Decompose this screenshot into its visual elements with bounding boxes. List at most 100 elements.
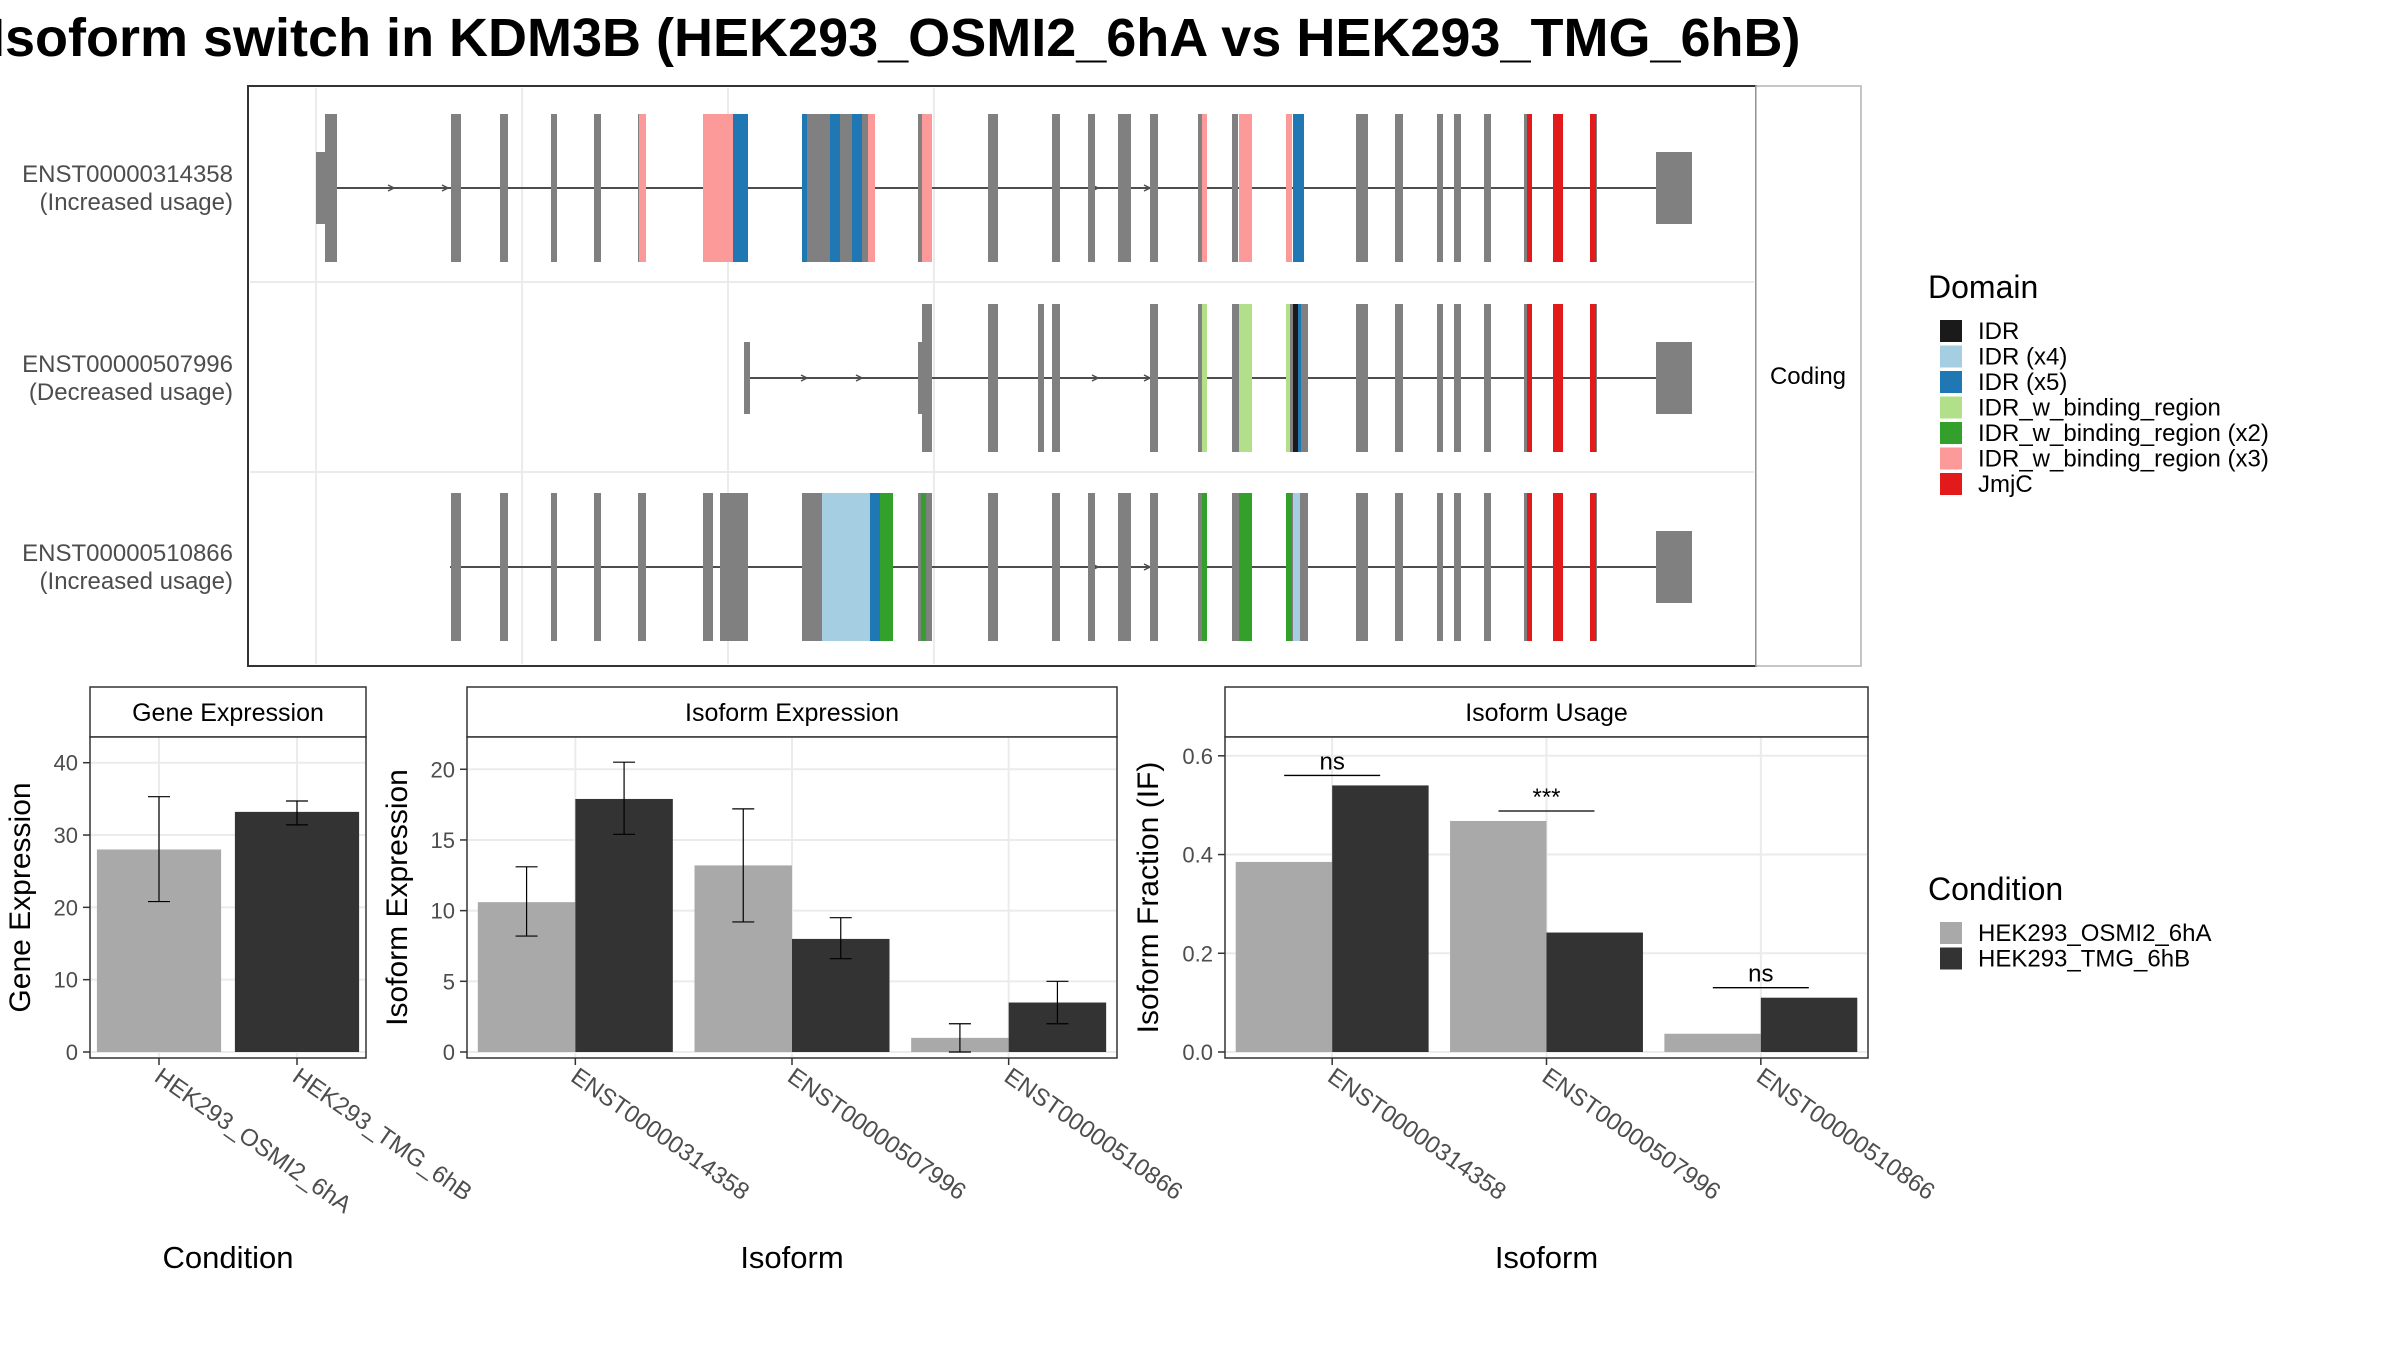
- y-axis-title: Gene Expression: [4, 782, 37, 1012]
- coding-exon: [988, 114, 998, 262]
- coding-exon: [1150, 114, 1158, 262]
- coding-exon: [1052, 493, 1060, 641]
- coding-exon: [500, 114, 508, 262]
- domain-legend-label: IDR: [1978, 318, 2019, 345]
- y-tick-label: 20: [431, 757, 455, 782]
- facet-strip: [466, 686, 1118, 738]
- transcript-id-label: ENST00000510866: [22, 540, 233, 567]
- coding-exon: [1198, 304, 1205, 452]
- utr-exon: [802, 531, 812, 603]
- domain-segment: [880, 493, 893, 641]
- bar: [1664, 1033, 1761, 1052]
- domain-legend-key: [1940, 345, 1962, 368]
- noncoding-exon: [703, 531, 713, 603]
- y-tick-label: 5: [443, 969, 455, 994]
- transcript-id-label: ENST00000507996: [22, 351, 233, 378]
- noncoding-exon: [720, 531, 748, 603]
- coding-exon: [1118, 114, 1131, 262]
- utr3-exon: [1656, 152, 1692, 224]
- domain-segment: [1293, 114, 1304, 262]
- coding-exon: [1395, 114, 1403, 262]
- chart-title: Isoform Expression: [685, 699, 899, 727]
- y-axis-title: Isoform Expression: [381, 769, 414, 1026]
- coding-exon: [1088, 493, 1095, 641]
- y-tick-label: 30: [54, 823, 78, 848]
- utr3-exon: [1656, 342, 1692, 414]
- domain-segment: [1202, 114, 1207, 262]
- transcript-usage-label: (Increased usage): [40, 568, 233, 595]
- coding-exon: [1232, 114, 1238, 262]
- coding-exon: [1038, 304, 1044, 452]
- domain-legend-key: [1940, 422, 1962, 444]
- coding-exon: [1088, 114, 1095, 262]
- coding-exon: [325, 114, 337, 262]
- domain-segment: [1239, 304, 1252, 452]
- utr-exon: [918, 342, 932, 414]
- y-tick-label: 0: [66, 1040, 78, 1065]
- utr3-exon: [1656, 531, 1692, 603]
- x-tick-label: ENST00000314358: [566, 1063, 754, 1206]
- domain-segment: [1293, 304, 1298, 452]
- coding-exon: [1052, 304, 1060, 452]
- domain-segment: [1286, 114, 1292, 262]
- transcript-usage-label: (Increased usage): [40, 189, 233, 216]
- coding-exon: [451, 114, 461, 262]
- domain-legend-label: IDR_w_binding_region (x3): [1978, 446, 2269, 473]
- noncoding-exon: [551, 531, 557, 603]
- y-axis-title: Isoform Fraction (IF): [1132, 762, 1165, 1034]
- domain-segment: [1590, 114, 1596, 262]
- domain-segment: [868, 114, 875, 262]
- domain-segment: [1293, 493, 1300, 641]
- x-tick-label: ENST00000510866: [999, 1063, 1187, 1206]
- domain-segment: [1239, 114, 1252, 262]
- coding-exon: [1395, 493, 1403, 641]
- coding-exon: [1150, 493, 1158, 641]
- domain-legend-key: [1940, 320, 1962, 342]
- utr5-exon: [744, 342, 750, 414]
- y-tick-label: 0.2: [1182, 941, 1213, 966]
- y-tick-label: 10: [431, 899, 455, 924]
- domain-segment: [870, 493, 880, 641]
- significance-label: ns: [1319, 748, 1344, 775]
- noncoding-exon: [594, 531, 601, 603]
- bar: [1546, 932, 1643, 1052]
- domain-segment: [1298, 304, 1301, 452]
- condition-legend-key: [1940, 922, 1962, 944]
- y-tick-label: 0.6: [1182, 744, 1213, 769]
- coding-exon: [1395, 304, 1403, 452]
- coding-exon: [1356, 493, 1368, 641]
- coding-exon: [1198, 114, 1205, 262]
- transcript-track: [316, 114, 1692, 262]
- domain-legend-key: [1940, 447, 1962, 470]
- domain-segment: [1590, 493, 1596, 641]
- coding-exon: [1356, 114, 1368, 262]
- y-tick-label: 15: [431, 828, 455, 853]
- strand-arrow: [1091, 374, 1100, 382]
- noncoding-exon: [638, 531, 646, 603]
- condition-legend-key: [1940, 947, 1962, 970]
- facet-label: Coding: [1770, 363, 1846, 390]
- coding-exon: [1052, 114, 1060, 262]
- condition-legend-title: Condition: [1928, 871, 2063, 907]
- coding-exon: [1484, 493, 1491, 641]
- domain-segment: [1590, 304, 1596, 452]
- figure-title: Isoform switch in KDM3B (HEK293_OSMI2_6h…: [0, 8, 1800, 68]
- domain-segment: [830, 114, 840, 262]
- transcript-usage-label: (Decreased usage): [29, 379, 233, 406]
- x-axis-title: Isoform: [740, 1240, 843, 1275]
- domain-segment: [703, 114, 733, 262]
- domain-segment: [822, 493, 870, 641]
- significance-label: ***: [1532, 784, 1560, 811]
- noncoding-exon: [500, 531, 508, 603]
- x-axis-title: Condition: [163, 1240, 294, 1275]
- coding-exon: [1437, 304, 1443, 452]
- domain-legend-label: IDR_w_binding_region (x2): [1978, 420, 2269, 447]
- isoform-usage-chart: Isoform Usage 0.0 0.2 0.4 0.6 ns ENST000003143…: [1132, 686, 1940, 1275]
- y-tick-label: 20: [54, 895, 78, 920]
- domain-segment: [1553, 114, 1563, 262]
- x-tick-label: ENST00000314358: [1323, 1063, 1511, 1206]
- x-tick-label: ENST00000507996: [783, 1063, 971, 1206]
